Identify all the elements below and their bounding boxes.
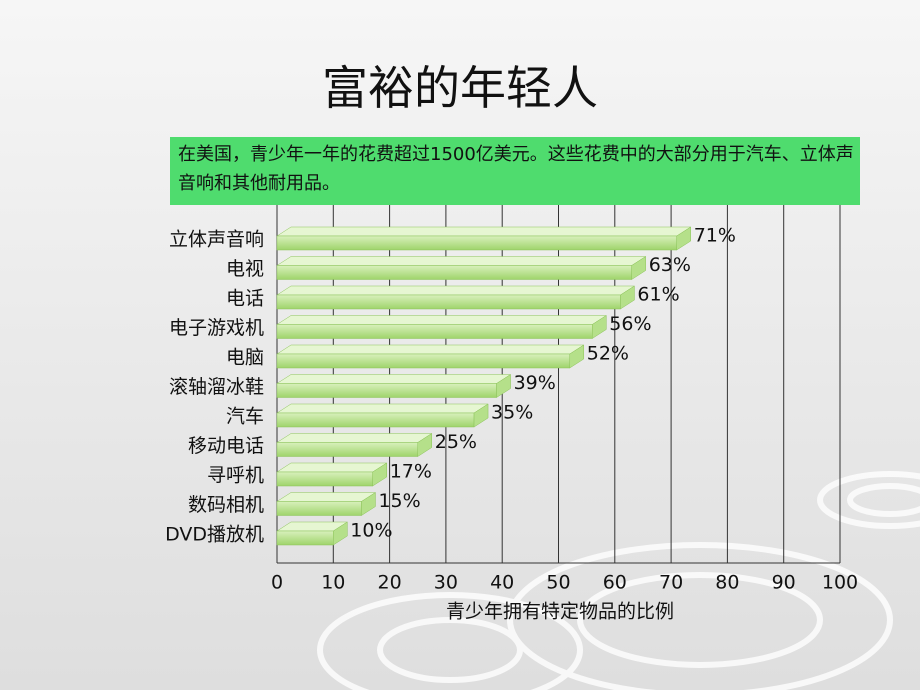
bar-top (276, 285, 636, 296)
bar-top (276, 256, 647, 266)
x-tick-label: 50 (546, 572, 570, 594)
bar (276, 265, 632, 280)
x-tick-label: 100 (822, 572, 858, 594)
x-tick-label: 80 (715, 572, 739, 594)
bar (276, 383, 497, 398)
ripples (317, 471, 920, 690)
bar (276, 294, 621, 310)
bar-side (569, 344, 585, 369)
y-tick-label: DVD播放机 (165, 524, 264, 546)
bar-top (276, 315, 608, 325)
x-tick-label: 40 (490, 572, 514, 594)
bar (276, 353, 571, 369)
bar (276, 442, 418, 457)
bar (276, 235, 677, 251)
x-tick-label: 0 (271, 572, 283, 594)
value-label: 61% (637, 284, 679, 306)
bar-top (276, 374, 512, 384)
value-label: 25% (435, 431, 477, 453)
y-tick-label: 移动电话 (188, 435, 264, 457)
bar-side (496, 374, 511, 398)
y-tick-label: 数码相机 (188, 494, 264, 516)
bar-top (276, 492, 377, 502)
value-label: 39% (514, 372, 556, 394)
value-label: 15% (378, 490, 420, 512)
value-label: 10% (350, 520, 392, 542)
value-label: 63% (649, 254, 691, 276)
y-tick-label: 电子游戏机 (169, 317, 264, 339)
bar-top (276, 433, 433, 443)
bar-top (276, 226, 692, 237)
x-tick-label: 30 (434, 572, 458, 594)
x-tick-label: 70 (659, 572, 683, 594)
y-tick-label: 立体声音响 (169, 229, 264, 251)
bar-side (333, 521, 348, 546)
bar (276, 501, 362, 516)
y-tick-label: 寻呼机 (207, 465, 264, 487)
y-tick-label: 滚轴溜冰鞋 (169, 376, 264, 398)
bar (276, 412, 475, 428)
annotation: 在美国，青少年一年的花费超过1500亿美元。这些花费中的大部分用于汽车、立体声音… (178, 144, 854, 194)
value-label: 56% (609, 313, 651, 335)
x-tick-label: 10 (321, 572, 345, 594)
bar-side (676, 226, 691, 251)
value-label: 71% (694, 225, 736, 247)
value-label: 35% (491, 402, 533, 424)
annotation-wrap: 在美国，青少年一年的花费超过1500亿美元。这些花费中的大部分用于汽车、立体声音… (178, 144, 854, 194)
x-tick-label: 20 (378, 572, 402, 594)
bar (276, 324, 593, 339)
bar-side (473, 403, 489, 428)
x-tick-label: 90 (772, 572, 796, 594)
value-label: 17% (390, 461, 432, 483)
bar-top (276, 403, 489, 414)
y-tick-label: 电视 (226, 258, 264, 280)
value-label: 52% (587, 343, 629, 365)
bar-side (620, 285, 635, 310)
y-tick-label: 汽车 (226, 406, 264, 428)
annotation-box (170, 137, 860, 205)
x-axis-label: 青少年拥有特定物品的比例 (446, 601, 674, 623)
bar-side (361, 492, 376, 516)
bar-side (592, 315, 607, 339)
bar (276, 530, 334, 546)
title: 富裕的年轻人 (322, 61, 598, 115)
y-tick-label: 电话 (226, 288, 264, 310)
bar-top (276, 462, 388, 473)
bar-top (276, 344, 585, 355)
bar-side (372, 462, 387, 487)
bar-side (631, 256, 646, 280)
y-tick-label: 电脑 (226, 347, 264, 369)
bar-side (417, 433, 432, 457)
x-tick-label: 60 (603, 572, 627, 594)
bar (276, 471, 373, 487)
